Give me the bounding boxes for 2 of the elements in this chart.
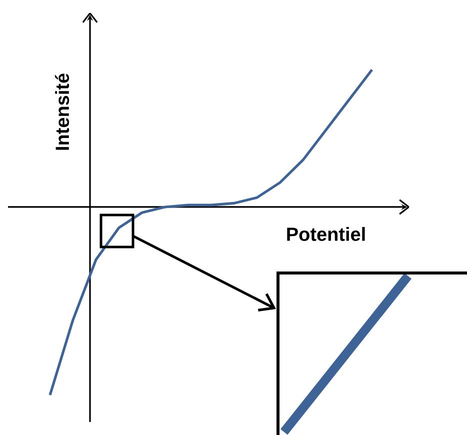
x-axis-title: Potentiel: [287, 227, 365, 241]
y-axis-title: Intensité: [54, 74, 70, 150]
